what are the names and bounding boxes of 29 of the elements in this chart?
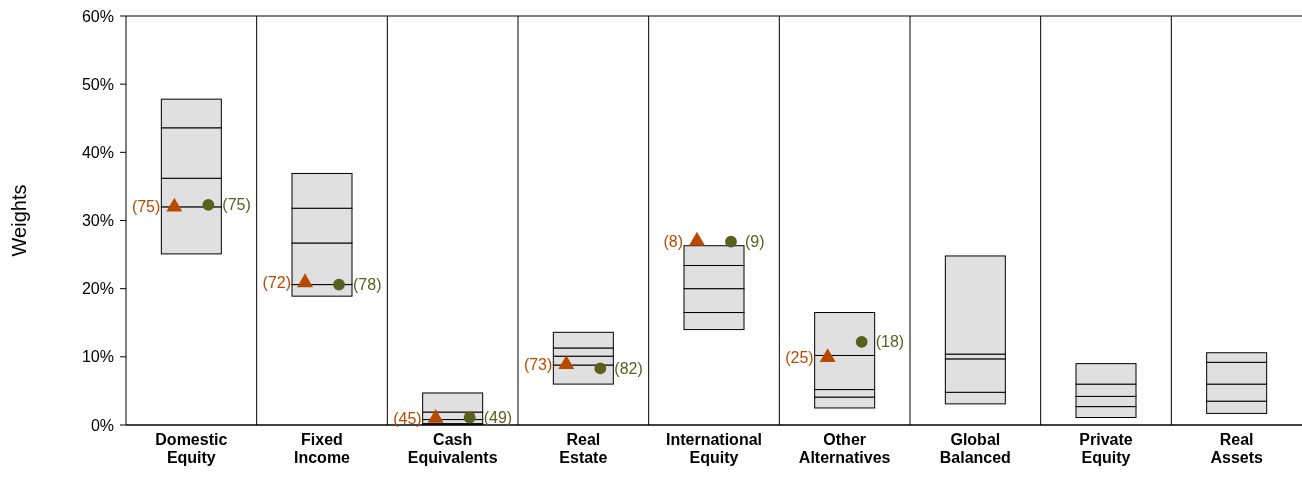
- x-tick-label: Other Alternatives: [798, 431, 891, 466]
- x-tick-label: Global Balanced: [939, 431, 1011, 466]
- annotation: (78): [353, 276, 382, 294]
- y-tick-label: 40%: [81, 143, 114, 161]
- annotation: (8): [663, 232, 683, 250]
- x-tick-label: Private Equity: [1079, 431, 1133, 466]
- annotation: (75): [131, 198, 161, 216]
- annotation: (82): [614, 360, 643, 378]
- annotation: (25): [785, 349, 814, 367]
- annotation: (45): [393, 409, 422, 427]
- y-tick-label: 60%: [81, 7, 114, 25]
- x-tick-label: Real Estate: [559, 431, 608, 466]
- x-tick-label: International Equity: [665, 431, 763, 466]
- annotation: (49): [483, 409, 513, 427]
- y-tick-label: 30%: [81, 212, 114, 230]
- x-tick-label: Fixed Income: [293, 431, 351, 466]
- annotation: (73): [523, 355, 553, 373]
- y-tick-label: 20%: [81, 280, 114, 298]
- y-axis-title: Weights: [8, 184, 30, 257]
- x-tick-label: Real Assets: [1210, 431, 1263, 466]
- x-tick-label: Domestic Equity: [155, 431, 228, 466]
- x-tick-label: Cash Equivalents: [407, 431, 498, 466]
- annotation: (75): [222, 196, 251, 214]
- annotation: (18): [875, 333, 905, 351]
- y-tick-label: 0%: [90, 416, 114, 434]
- annotation: (9): [745, 233, 765, 251]
- y-tick-label: 10%: [81, 348, 114, 366]
- y-tick-label: 50%: [81, 75, 114, 93]
- annotation: (72): [262, 274, 291, 292]
